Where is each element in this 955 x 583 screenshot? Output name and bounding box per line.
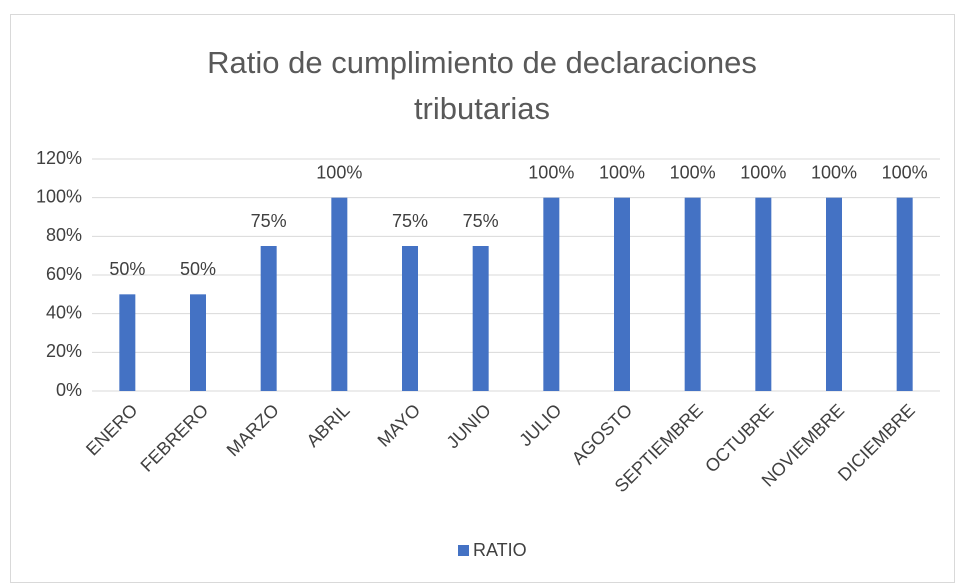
data-label: 50% — [180, 259, 216, 279]
x-tick-label: JUNIO — [443, 400, 495, 452]
y-tick-label: 120% — [36, 148, 82, 168]
bar — [119, 294, 136, 391]
x-tick-label: AGOSTO — [568, 400, 636, 468]
bar — [684, 197, 701, 391]
x-tick-label: ABRIL — [303, 400, 354, 451]
legend-swatch — [458, 545, 469, 556]
chart-title: Ratio de cumplimiento de declaraciones t… — [207, 45, 757, 126]
bar — [614, 197, 630, 391]
data-label: 100% — [882, 162, 928, 182]
bar — [331, 197, 348, 391]
x-tick-label: FEBRERO — [137, 400, 213, 476]
y-tick-label: 60% — [46, 264, 82, 284]
data-label: 100% — [740, 162, 786, 182]
bar — [260, 246, 277, 391]
bar — [402, 246, 418, 391]
data-label: 100% — [811, 162, 857, 182]
y-tick-label: 80% — [46, 225, 82, 245]
data-label: 100% — [670, 162, 716, 182]
bar — [755, 197, 772, 391]
x-tick-label: JULIO — [515, 400, 565, 450]
data-label: 50% — [109, 259, 145, 279]
y-tick-label: 40% — [46, 302, 82, 322]
bar — [543, 197, 560, 391]
bar — [826, 197, 842, 391]
y-tick-label: 20% — [46, 341, 82, 361]
bar — [472, 246, 489, 391]
y-tick-label: 0% — [56, 380, 82, 400]
bar — [190, 294, 206, 391]
data-label: 100% — [599, 162, 645, 182]
y-tick-label: 100% — [36, 186, 82, 206]
x-tick-label: MARZO — [223, 400, 283, 460]
data-label: 100% — [316, 162, 362, 182]
bar — [896, 197, 913, 391]
data-label: 100% — [528, 162, 574, 182]
x-tick-label: MAYO — [374, 400, 425, 451]
data-label: 75% — [392, 211, 428, 231]
data-label: 75% — [251, 211, 287, 231]
x-tick-label: ENERO — [82, 400, 141, 459]
x-tick-label: OCTUBRE — [701, 400, 777, 476]
legend-label: RATIO — [473, 540, 527, 560]
data-label: 75% — [463, 211, 499, 231]
